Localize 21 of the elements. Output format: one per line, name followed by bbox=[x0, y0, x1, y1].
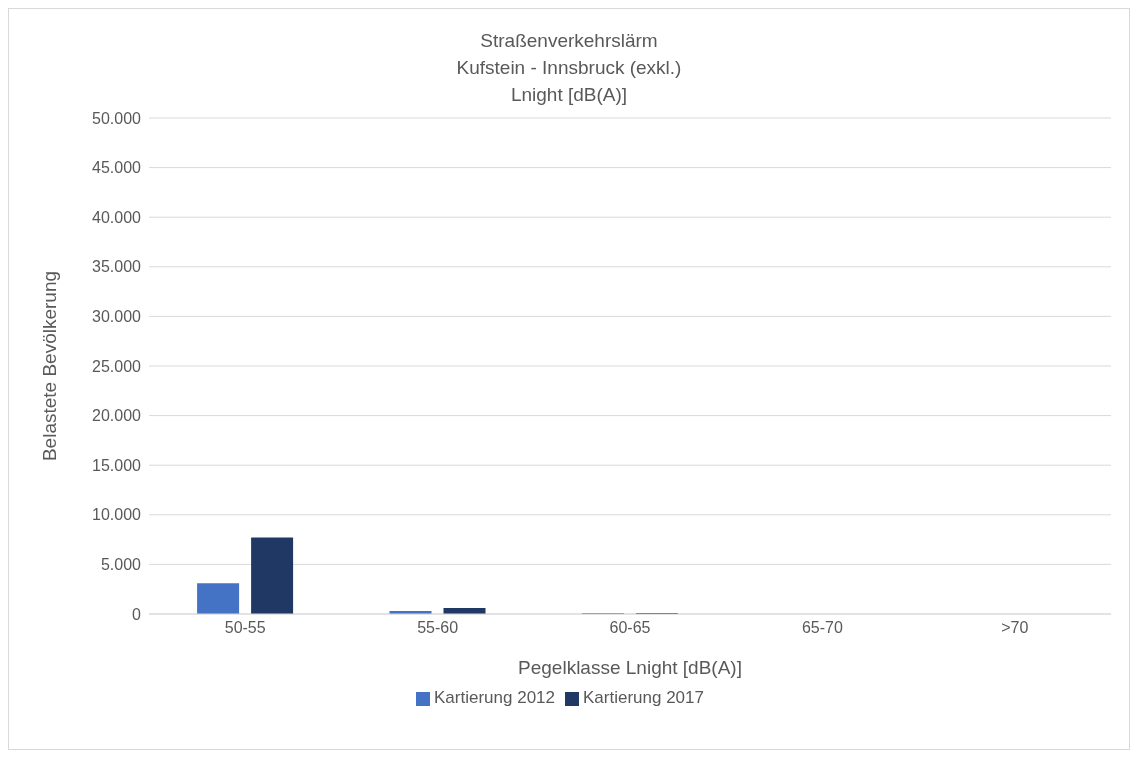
y-axis-title: Belastete Bevölkerung bbox=[38, 270, 60, 462]
x-tick-label: 60-65 bbox=[609, 619, 651, 637]
y-tick-label: 30.000 bbox=[92, 308, 142, 326]
legend-label: Kartierung 2012 bbox=[434, 688, 555, 707]
legend-label: Kartierung 2017 bbox=[583, 688, 704, 707]
chart-title: Straßenverkehrslärm Kufstein - Innsbruck (exkl.) Lnight [dB(A)] bbox=[455, 29, 683, 107]
x-tick-label: >70 bbox=[1001, 619, 1029, 637]
x-axis-title: Pegelklasse Lnight [dB(A)] bbox=[518, 657, 742, 678]
y-tick-label: 0 bbox=[132, 605, 142, 623]
y-tick-label: 10.000 bbox=[92, 506, 142, 524]
y-tick-label: 25.000 bbox=[92, 357, 142, 375]
y-tick-label: 45.000 bbox=[92, 159, 142, 177]
y-tick-label: 15.000 bbox=[92, 456, 142, 474]
y-tick-label: 40.000 bbox=[92, 208, 142, 226]
y-tick-label: 50.000 bbox=[92, 109, 142, 127]
y-tick-label: 5.000 bbox=[100, 556, 142, 574]
x-tick-label: 55-60 bbox=[417, 619, 459, 637]
x-tick-label: 50-55 bbox=[224, 619, 266, 637]
x-tick-label: 65-70 bbox=[801, 619, 843, 637]
y-tick-label: 35.000 bbox=[92, 258, 142, 276]
y-tick-label: 20.000 bbox=[92, 407, 142, 425]
